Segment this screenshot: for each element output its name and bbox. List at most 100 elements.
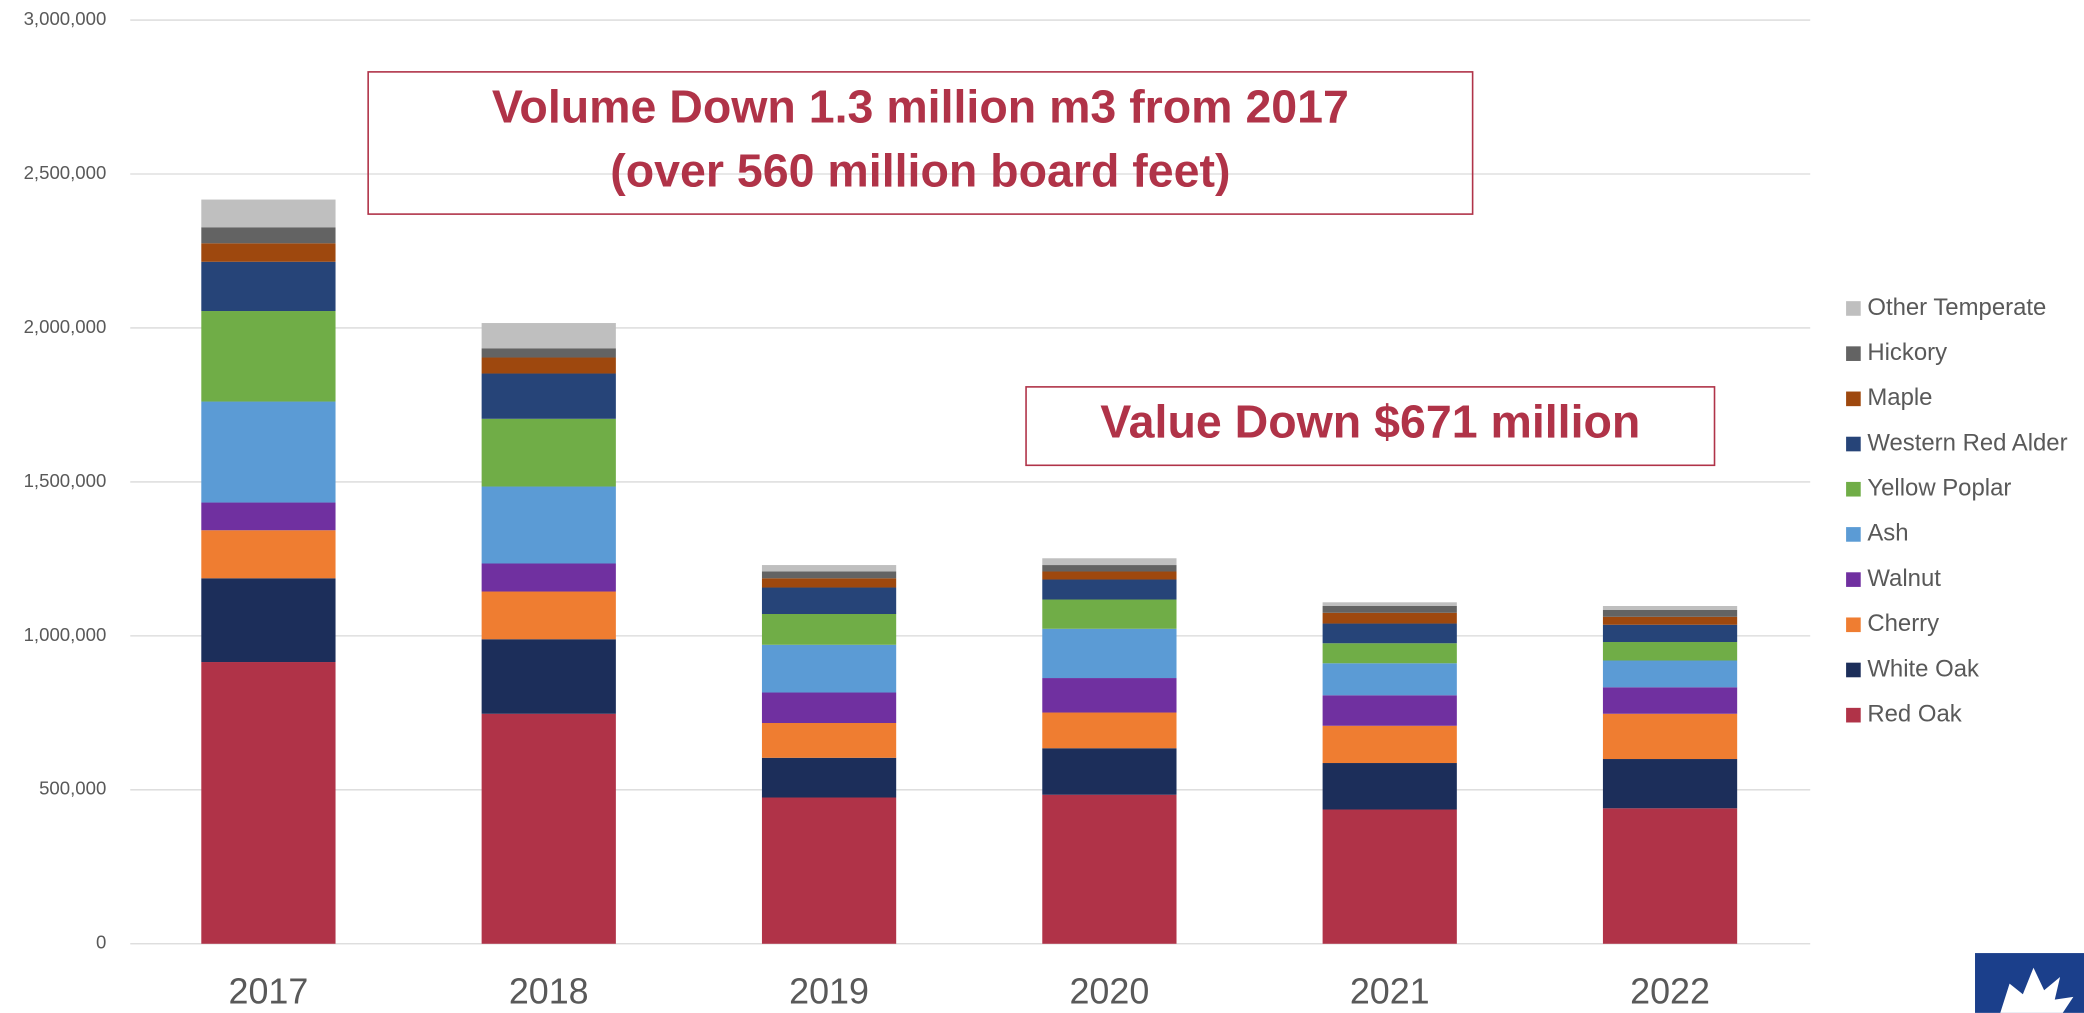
x-tick-label: 2018 xyxy=(509,972,589,1012)
bar-segment xyxy=(1602,660,1738,688)
y-tick-label: 1,500,000 xyxy=(24,470,107,491)
legend-swatch xyxy=(1846,301,1861,316)
bar-segment xyxy=(1602,687,1738,714)
bar-segment xyxy=(481,713,616,944)
legend-label: Red Oak xyxy=(1867,700,1961,727)
bar-segment xyxy=(1602,642,1738,661)
bar-segment xyxy=(1042,558,1177,566)
bar-segment xyxy=(761,757,897,798)
bar-segment xyxy=(481,418,616,487)
legend-label: Yellow Poplar xyxy=(1867,475,2011,502)
bar-segment xyxy=(201,530,336,579)
y-tick-label: 2,000,000 xyxy=(24,316,107,337)
bar-segment xyxy=(201,502,336,531)
bar-segment xyxy=(481,357,616,374)
bar-segment xyxy=(1322,763,1457,810)
x-tick-label: 2022 xyxy=(1630,972,1710,1012)
bar-segment xyxy=(1602,610,1738,617)
bar-segment xyxy=(761,797,897,944)
logo xyxy=(1975,953,2084,1013)
bar-segment xyxy=(761,571,897,579)
bar-segment xyxy=(201,311,336,402)
annotation-text: Value Down $671 million xyxy=(1100,396,1640,448)
bar-segment xyxy=(1042,599,1177,629)
legend-label: Maple xyxy=(1867,384,1932,411)
legend-swatch xyxy=(1846,436,1861,452)
bar-segment xyxy=(1322,643,1457,664)
bar-segment xyxy=(1602,713,1738,760)
bar-segment xyxy=(1322,809,1457,944)
bar-segment xyxy=(1322,725,1457,764)
bar-segment xyxy=(1602,759,1738,809)
bar-segment xyxy=(761,614,897,645)
bar-segment xyxy=(1042,565,1177,572)
y-tick-label: 0 xyxy=(96,932,106,953)
bar-segment xyxy=(201,243,336,262)
bar-segment xyxy=(1042,571,1177,580)
bar-segment xyxy=(761,723,897,758)
bar-segment xyxy=(1042,579,1177,600)
legend-label: Ash xyxy=(1867,520,1908,547)
bar-segment xyxy=(761,565,897,572)
bar-segment xyxy=(481,639,616,714)
y-tick-label: 2,500,000 xyxy=(24,162,107,183)
bar-segment xyxy=(481,348,616,358)
annotation-text: Volume Down 1.3 million m3 from 2017 xyxy=(492,81,1349,133)
legend-swatch xyxy=(1846,617,1861,633)
bar-segment xyxy=(481,563,616,592)
x-tick-label: 2017 xyxy=(229,972,309,1012)
bar-segment xyxy=(761,578,897,588)
legend-label: Walnut xyxy=(1867,565,1941,592)
bar-segment xyxy=(481,373,616,419)
legend-label: Cherry xyxy=(1867,610,1939,637)
bar-segment xyxy=(201,401,336,503)
legend-swatch xyxy=(1846,527,1861,542)
legend-swatch xyxy=(1846,707,1861,723)
bar-segment xyxy=(761,587,897,615)
annotation-box xyxy=(367,71,1474,215)
bar-segment xyxy=(1322,663,1457,696)
bar-segment xyxy=(1602,605,1738,610)
bar-segment xyxy=(481,591,616,640)
bar-segment xyxy=(1042,628,1177,679)
y-tick-label: 500,000 xyxy=(39,778,106,799)
legend-swatch xyxy=(1846,481,1861,497)
bar-segment xyxy=(481,323,616,349)
legend-swatch xyxy=(1846,391,1861,407)
bar-segment xyxy=(201,227,336,244)
bar-segment xyxy=(1042,678,1177,713)
bar-segment xyxy=(201,662,336,944)
bar-segment xyxy=(1042,712,1177,749)
annotation-text: (over 560 million board feet) xyxy=(610,145,1230,197)
bar-segment xyxy=(1602,624,1738,643)
y-tick-label: 3,000,000 xyxy=(24,8,107,29)
y-tick-label: 1,000,000 xyxy=(24,624,107,645)
bar-segment xyxy=(201,199,336,228)
bar-segment xyxy=(1322,612,1457,624)
legend-swatch xyxy=(1846,572,1861,587)
legend-swatch xyxy=(1846,662,1861,678)
x-tick-label: 2019 xyxy=(789,972,869,1012)
legend-label: White Oak xyxy=(1867,655,1979,682)
legend-label: Western Red Alder xyxy=(1867,429,2067,456)
bar-segment xyxy=(1042,794,1177,944)
annotation-box xyxy=(1025,386,1716,467)
bar-segment xyxy=(1322,623,1457,644)
x-tick-label: 2020 xyxy=(1069,972,1149,1012)
bar-segment xyxy=(761,644,897,693)
bar-segment xyxy=(761,692,897,724)
bar-segment xyxy=(1322,605,1457,613)
legend-label: Other Temperate xyxy=(1867,294,2046,321)
bar-segment xyxy=(1322,695,1457,726)
x-tick-label: 2021 xyxy=(1350,972,1430,1012)
legend-swatch xyxy=(1846,346,1861,361)
bar-segment xyxy=(481,486,616,564)
bar-segment xyxy=(1322,602,1457,606)
bar-segment xyxy=(201,261,336,312)
bar-segment xyxy=(1042,748,1177,795)
bar-segment xyxy=(201,578,336,663)
legend-label: Hickory xyxy=(1867,339,1947,366)
bar-segment xyxy=(1602,808,1738,944)
